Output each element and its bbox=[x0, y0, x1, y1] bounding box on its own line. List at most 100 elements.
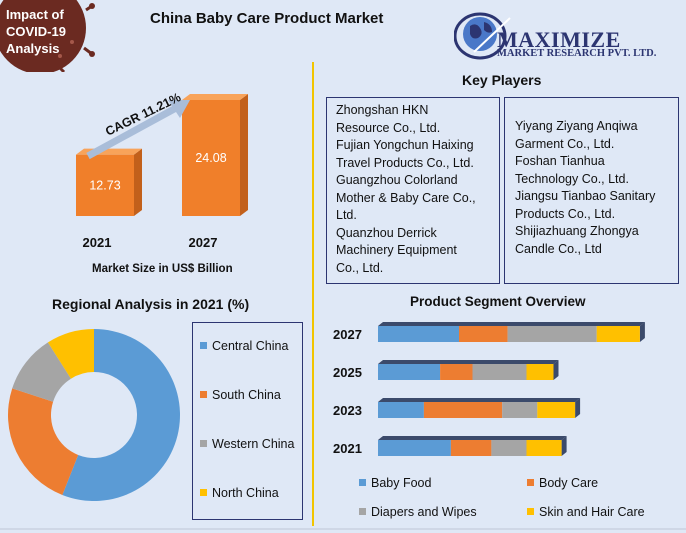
bar-end-face bbox=[575, 398, 581, 418]
segment-body-care-2027 bbox=[459, 326, 508, 342]
segment-body-care-2023 bbox=[423, 402, 503, 418]
segment-body-care-2025 bbox=[440, 364, 473, 380]
legend-label: South China bbox=[212, 388, 281, 402]
key-player-left-line: Guangzhou Colorland bbox=[336, 173, 458, 187]
regional-legend bbox=[192, 322, 303, 520]
segment-baby-food-2027 bbox=[378, 326, 459, 342]
badge-line-1: Impact of bbox=[6, 7, 64, 22]
key-player-right-line: Shijiazhuang Zhongya bbox=[515, 224, 639, 238]
logo-subtitle: MARKET RESEARCH PVT. LTD. bbox=[497, 48, 657, 59]
segment-diapers-and-wipes-2025 bbox=[472, 364, 527, 380]
donut-slice-central-china bbox=[62, 329, 181, 501]
bar-category-label: 2027 bbox=[189, 235, 218, 250]
donut-slice-south-china bbox=[8, 388, 79, 495]
key-player-right-line: Jiangsu Tianbao Sanitary bbox=[515, 189, 656, 203]
segment-legend-diapers-and-wipes: Diapers and Wipes bbox=[359, 505, 477, 519]
key-player-left-line: Resource Co., Ltd. bbox=[336, 120, 441, 135]
segment-baby-food-2021 bbox=[378, 440, 451, 456]
key-players-list-right: Yiyang Ziyang Anqiwa Garment Co., Ltd. Fos… bbox=[505, 98, 678, 258]
legend-label: Central China bbox=[212, 339, 289, 353]
key-players-list-left: Zhongshan HKN Resource Co., Ltd. Fujian Yo… bbox=[327, 98, 499, 277]
key-player-left-line: Mother & Baby Care Co., bbox=[336, 190, 476, 205]
segment-diapers-and-wipes-2023 bbox=[502, 402, 538, 418]
bar-top-face bbox=[378, 360, 559, 364]
segment-year-label: 2025 bbox=[333, 365, 362, 380]
segment-stacked-chart: 2027 2025 2023 2021 bbox=[333, 322, 645, 456]
market-size-caption: Market Size in US$ Billion bbox=[92, 263, 233, 275]
bar-top bbox=[76, 148, 142, 155]
globe-logo-icon bbox=[454, 12, 511, 60]
key-players-title: Key Players bbox=[462, 72, 542, 88]
bar-end-face bbox=[553, 360, 559, 380]
donut-slice-north-china bbox=[47, 329, 94, 379]
vertical-divider bbox=[312, 62, 314, 526]
segment-baby-food-2023 bbox=[378, 402, 424, 418]
legend-swatch bbox=[200, 489, 207, 496]
segment-diapers-and-wipes-2021 bbox=[491, 440, 527, 456]
legend-item-western-china: Western China bbox=[200, 437, 294, 451]
legend-swatch bbox=[200, 342, 207, 349]
key-player-right-line: Garment Co., Ltd. bbox=[515, 136, 615, 151]
key-players-box-right: Yiyang Ziyang Anqiwa Garment Co., Ltd. Fos… bbox=[504, 97, 679, 284]
segment-baby-food-2025 bbox=[378, 364, 441, 380]
key-player-left-line: Quanzhou Derrick bbox=[336, 225, 437, 240]
legend-swatch bbox=[527, 479, 534, 486]
legend-label: Skin and Hair Care bbox=[539, 505, 645, 519]
key-player-right-line: Candle Co., Ltd bbox=[515, 241, 602, 256]
cagr-arrow-shaft bbox=[86, 104, 178, 160]
regional-chart-title: Regional Analysis in 2021 (%) bbox=[52, 296, 250, 312]
bar-top bbox=[182, 94, 248, 100]
market-bar-2027 bbox=[182, 100, 240, 216]
key-player-right-line: Foshan Tianhua bbox=[515, 154, 605, 168]
bar-side bbox=[134, 148, 142, 216]
bar-value-label: 24.08 bbox=[195, 151, 226, 165]
legend-swatch bbox=[200, 440, 207, 447]
legend-label: Body Care bbox=[539, 476, 599, 490]
segment-skin-and-hair-care-2027 bbox=[596, 326, 640, 342]
segment-skin-and-hair-care-2023 bbox=[537, 402, 576, 418]
bar-side bbox=[240, 94, 248, 216]
key-player-left-line: Fujian Yongchun Haixing bbox=[336, 138, 474, 152]
market-bar-2021 bbox=[76, 154, 134, 216]
key-player-left-line: Ltd. bbox=[336, 208, 357, 222]
regional-donut-chart bbox=[8, 329, 181, 501]
legend-label: Baby Food bbox=[371, 476, 432, 490]
bar-category-label: 2021 bbox=[83, 235, 112, 250]
bar-end-face bbox=[639, 322, 645, 342]
cagr-arrow-head bbox=[168, 100, 190, 118]
page-title: China Baby Care Product Market bbox=[150, 10, 384, 27]
bar-value-label: 12.73 bbox=[89, 178, 120, 192]
segment-body-care-2021 bbox=[450, 440, 492, 456]
segment-legend-baby-food: Baby Food bbox=[359, 476, 431, 490]
segment-skin-and-hair-care-2025 bbox=[526, 364, 554, 380]
segment-year-label: 2027 bbox=[333, 327, 362, 342]
covid-virus-badge bbox=[0, 0, 96, 72]
logo-name: MAXIMIZE bbox=[497, 27, 621, 52]
legend-label: Diapers and Wipes bbox=[371, 505, 477, 519]
legend-item-central-china: Central China bbox=[200, 339, 288, 353]
bar-top-face bbox=[378, 436, 567, 440]
legend-label: North China bbox=[212, 486, 279, 500]
legend-swatch bbox=[359, 508, 366, 515]
bottom-divider bbox=[0, 528, 686, 530]
donut-slice-western-china bbox=[12, 342, 71, 402]
key-player-right-line: Yiyang Ziyang Anqiwa bbox=[515, 119, 638, 133]
key-player-left-line: Machinery Equipment bbox=[336, 243, 457, 257]
badge-line-3: Analysis bbox=[6, 41, 60, 56]
key-player-right-line: Products Co., Ltd. bbox=[515, 206, 616, 221]
badge-line-2: COVID-19 bbox=[6, 24, 66, 39]
key-player-right-line: Technology Co., Ltd. bbox=[515, 171, 629, 186]
legend-swatch bbox=[359, 479, 366, 486]
segment-diapers-and-wipes-2027 bbox=[507, 326, 597, 342]
segment-skin-and-hair-care-2021 bbox=[526, 440, 562, 456]
key-player-left-line: Co., Ltd. bbox=[336, 260, 384, 275]
legend-item-south-china: South China bbox=[200, 388, 281, 402]
bar-top-face bbox=[378, 398, 581, 402]
segment-legend-body-care: Body Care bbox=[527, 476, 598, 490]
key-players-box-left: Zhongshan HKN Resource Co., Ltd. Fujian Yo… bbox=[326, 97, 500, 284]
segment-chart-title: Product Segment Overview bbox=[410, 294, 586, 309]
bar-end-face bbox=[561, 436, 567, 456]
bar-top-face bbox=[378, 322, 645, 326]
